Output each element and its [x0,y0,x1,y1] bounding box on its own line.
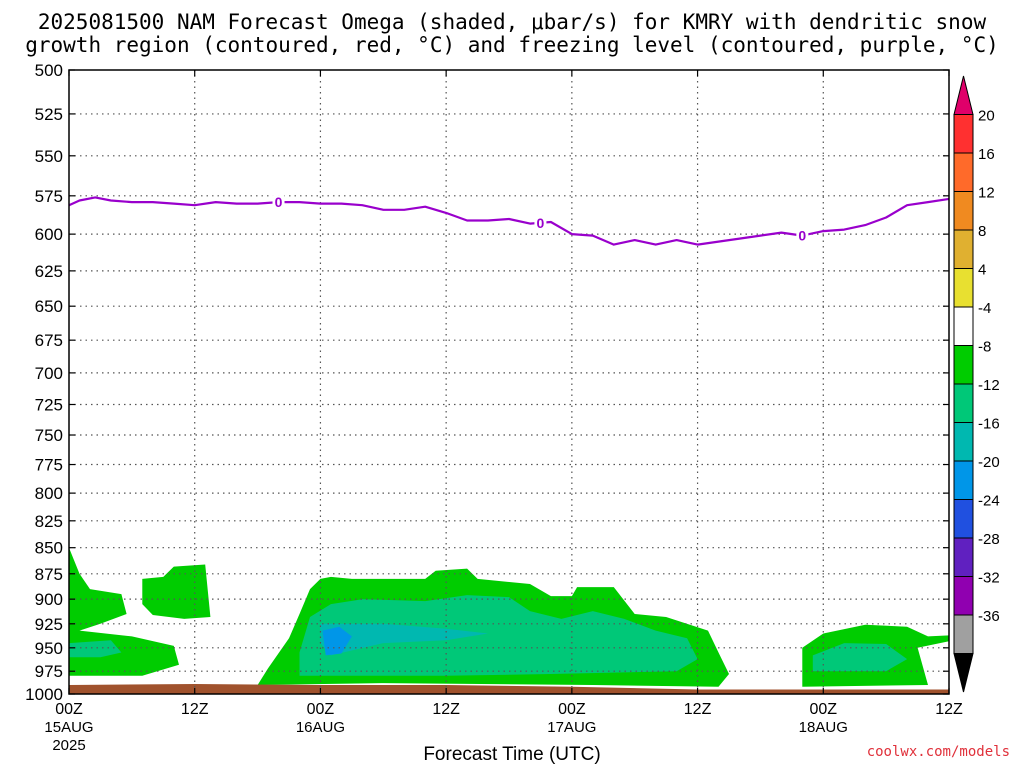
chart-title-line-1: 2025081500 NAM Forecast Omega (shaded, μ… [37,10,987,34]
colorbar-bin [953,614,974,654]
y-tick-label: 975 [35,662,63,681]
y-tick-label: 800 [35,484,63,503]
y-tick-label: 850 [35,539,63,558]
colorbar-label: -36 [978,608,1000,625]
colorbar-bin [953,422,974,462]
ground-layer [69,684,949,694]
y-tick-label: 500 [35,61,63,80]
colorbar-label: -28 [978,531,1000,548]
x-tick-label: 12Z [935,701,963,718]
y-tick-label: 675 [35,331,63,350]
y-tick-label: 950 [35,639,63,658]
colorbar-label: -8 [978,339,991,356]
x-tick-date-label: 18AUG [799,719,848,736]
colorbar-label: 12 [978,185,995,202]
y-tick-label: 600 [35,225,63,244]
y-tick-label: 775 [35,456,63,475]
colorbar-bin [953,191,974,231]
freezing-level-label: 0 [537,215,545,231]
colorbar-label: -16 [978,416,1000,433]
omega-region-green-west-b [142,564,211,619]
colorbar-bin [953,114,974,154]
y-tick-label: 525 [35,105,63,124]
y-tick-label: 725 [35,395,63,414]
omega-shading [69,547,949,687]
x-tick-label: 00Z [307,701,335,718]
freezing-level-line [68,196,950,246]
colorbar-bin [953,383,974,423]
colorbar-bin [953,152,974,192]
freezing-level-label-bg [796,228,809,243]
colorbar-arrow-top [953,75,974,115]
colorbar-label: 4 [978,262,986,279]
x-tick-label: 00Z [809,701,837,718]
freezing-level-contour: 0 0 0 [68,194,950,246]
colorbar-label: -4 [978,300,991,317]
colorbar-label: 20 [978,108,995,125]
freezing-level-label-bg [534,215,547,230]
ground-fill [69,684,949,694]
colorbar-bin [953,499,974,539]
y-tick-label: 650 [35,297,63,316]
colorbar-bin [953,460,974,500]
colorbar-bin [953,306,974,346]
x-tick-label: 00Z [55,701,83,718]
colorbar-bin [953,345,974,385]
omega-region-teal-west [69,640,122,658]
colorbar-bin [953,576,974,616]
y-tick-label: 575 [35,187,63,206]
colorbar-label: 8 [978,223,986,240]
x-tick-date-label: 17AUG [547,719,596,736]
freezing-level-label: 0 [798,228,806,244]
y-tick-label: 825 [35,512,63,531]
chart-title-line-2: growth region (contoured, red, °C) and f… [25,33,999,57]
colorbar-label: -20 [978,454,1000,471]
axes: 500 525 550 575 600 625 650 675 700 725 750 775 800 8… [25,61,963,754]
freezing-level-label-bg [272,195,285,210]
colorbar-bin [953,268,974,308]
x-tick-label: 12Z [432,701,460,718]
y-tick-label: 750 [35,426,63,445]
freezing-level-label: 0 [275,194,283,210]
y-tick-label: 875 [35,565,63,584]
plot-border [68,69,950,695]
x-tick-year-label: 2025 [52,737,85,754]
colorbar: 20 16 12 8 4 -4 -8 -12 -16 -20 -24 -28 -32 -36 [953,75,1000,693]
x-tick-date-label: 15AUG [44,719,93,736]
x-axis-label: Forecast Time (UTC) [423,744,601,765]
colorbar-arrow-bottom [953,653,974,693]
x-tick-date-label: 16AUG [296,719,345,736]
colorbar-label: -12 [978,377,1000,394]
x-tick-label: 12Z [181,701,209,718]
colorbar-label: -24 [978,493,1000,510]
colorbar-bin [953,229,974,269]
omega-region-teal-day4 [812,643,908,672]
x-tick-label: 00Z [558,701,586,718]
y-tick-label: 550 [35,147,63,166]
omega-region-teal-day2 [299,595,698,676]
x-tick-label: 12Z [684,701,712,718]
y-tick-label: 625 [35,262,63,281]
credit-link[interactable]: coolwx.com/models [866,744,1010,760]
colorbar-label: 16 [978,146,995,163]
y-tick-label: 900 [35,590,63,609]
y-tick-label: 700 [35,364,63,383]
colorbar-bin [953,537,974,577]
y-tick-label: 925 [35,615,63,634]
grid-lines [69,70,949,694]
y-tick-label: 1000 [25,685,63,704]
colorbar-label: -32 [978,570,1000,587]
